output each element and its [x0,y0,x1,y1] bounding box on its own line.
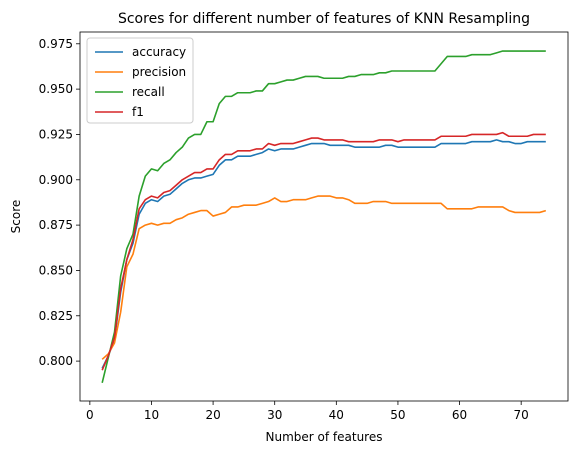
series-line-accuracy [101,139,546,369]
x-tick-label: 20 [205,408,220,422]
legend-label-accuracy: accuracy [132,45,186,59]
y-tick-label: 0.800 [39,354,73,368]
series-line-f1 [101,131,546,371]
series-line-precision [101,195,547,360]
legend-box [86,37,194,124]
y-tick-label: 0.825 [39,309,73,323]
x-tick-label: 50 [390,408,405,422]
x-tick-label: 30 [267,408,282,422]
x-tick-label: 10 [144,408,159,422]
y-tick-label: 0.925 [39,127,73,141]
x-tick-label: 60 [452,408,467,422]
chart-title: Scores for different number of features … [118,11,530,27]
legend-label-recall: recall [132,85,165,99]
legend-label-f1: f1 [132,105,144,119]
y-tick-label: 0.850 [39,263,73,277]
series-lines [101,50,547,384]
x-tick-label: 70 [514,408,529,422]
legend-label-precision: precision [132,65,186,79]
plot-frame [79,31,569,402]
x-axis: 0 10 20 30 40 50 60 70 [86,401,529,422]
series-line-recall [101,50,546,384]
y-tick-label: 0.875 [39,218,73,232]
legend: accuracy precision recall f1 [86,37,194,124]
x-tick-label: 0 [86,408,94,422]
y-axis: 0.800 0.825 0.850 0.875 0.900 0.925 0.950 0.975 [39,37,80,368]
x-tick-label: 40 [329,408,344,422]
y-axis-label: Score [9,200,23,234]
y-tick-label: 0.975 [39,37,73,51]
y-tick-label: 0.950 [39,82,73,96]
x-axis-label: Number of features [266,430,383,444]
y-tick-label: 0.900 [39,173,73,187]
